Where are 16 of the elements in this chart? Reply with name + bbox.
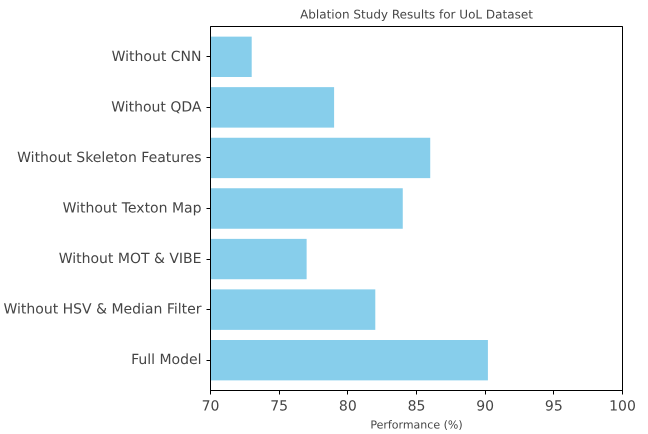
x-tick-label: 80 [338,398,357,414]
x-axis-title: Performance (%) [370,418,463,432]
y-tick-label: Without QDA [111,99,202,116]
y-tick-label: Without Skeleton Features [17,150,202,166]
x-tick-label: 90 [476,398,494,414]
x-tick-label: 100 [609,398,636,414]
y-tick-label: Without MOT & VIBE [58,251,202,268]
x-tick-label: 70 [202,398,220,414]
y-tick-label: Without HSV & Median Filter [3,302,202,318]
x-tick-label: 85 [408,398,426,414]
y-tick-label: Full Model [131,352,202,368]
x-tick-label: 95 [544,398,563,414]
x-tick-label: 75 [270,398,288,414]
chart-title: Ablation Study Results for UoL Dataset [300,8,534,22]
y-tick-label: Without Texton Map [62,200,202,216]
y-tick-label: Without CNN [112,48,202,65]
